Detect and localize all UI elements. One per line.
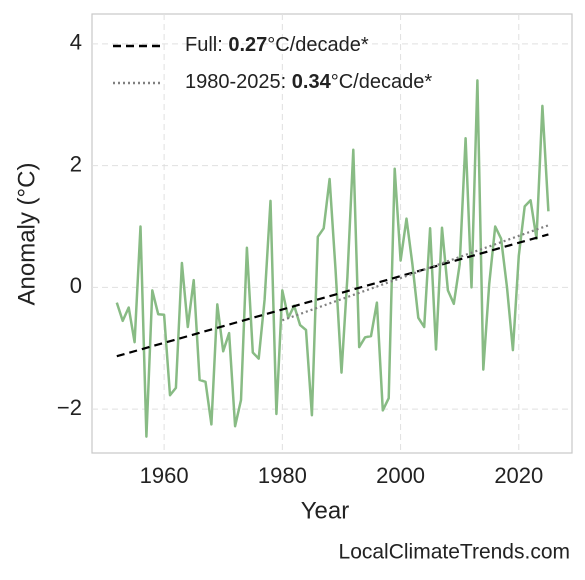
y-tick-label: 0 [70, 273, 82, 298]
plot-frame [91, 13, 573, 454]
y-axis-label: Anomaly (°C) [13, 163, 40, 306]
legend-unit: °C/decade* [267, 34, 369, 56]
x-tick-label: 1960 [140, 463, 189, 488]
x-axis-label: Year [301, 497, 350, 524]
source-label: LocalClimateTrends.com [339, 541, 570, 564]
y-tick-label: 2 [70, 151, 82, 176]
y-tick-label: −2 [57, 395, 82, 420]
trend-line [281, 224, 549, 322]
legend-prefix: 1980-2025: [185, 71, 286, 93]
legend-slope: 0.34 [292, 71, 332, 93]
x-tick-label: 1980 [258, 463, 307, 488]
legend-label: 1980-2025: 0.34°C/decade* [185, 71, 432, 93]
legend-slope: 0.27 [228, 34, 267, 56]
legend-unit: °C/decade* [331, 71, 433, 93]
trend-line [116, 233, 549, 358]
legend-label: Full: 0.27°C/decade* [185, 34, 369, 56]
y-tick-label: 4 [70, 30, 82, 55]
x-tick-label: 2000 [376, 463, 425, 488]
data-line [115, 79, 550, 438]
legend-prefix: Full: [185, 34, 223, 56]
x-tick-label: 2020 [494, 463, 543, 488]
